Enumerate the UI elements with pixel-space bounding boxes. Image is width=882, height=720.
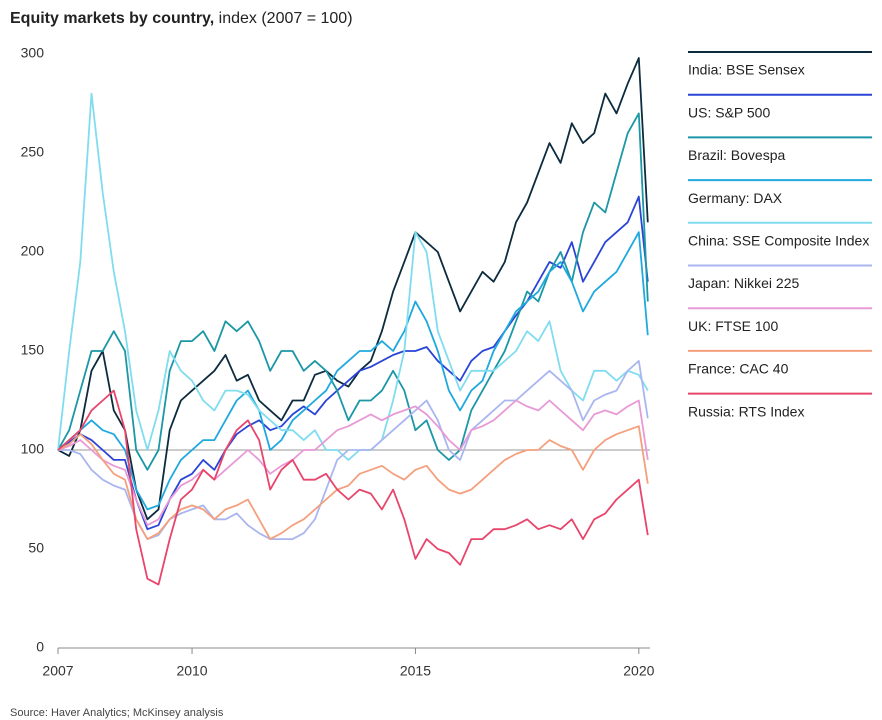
y-tick-label: 150 xyxy=(21,342,45,358)
y-tick-label: 200 xyxy=(21,243,45,259)
chart-title: Equity markets by country, xyxy=(10,10,214,27)
series-line xyxy=(57,389,649,586)
x-tick-label: 2007 xyxy=(42,663,73,679)
series-line xyxy=(57,195,649,531)
series-line xyxy=(57,57,649,521)
x-tick-label: 2010 xyxy=(176,663,207,679)
y-tick-label: 300 xyxy=(21,45,45,61)
series-line xyxy=(57,112,649,471)
series-line xyxy=(57,231,649,511)
y-tick-label: 100 xyxy=(21,441,45,457)
y-tick-label: 50 xyxy=(28,540,44,556)
series-line xyxy=(58,360,649,540)
chart-heading: Equity markets by country, index (2007 =… xyxy=(10,10,353,27)
legend-label: France: CAC 40 xyxy=(688,361,789,377)
legend-label: China: SSE Composite Index xyxy=(688,233,869,249)
y-tick-label: 0 xyxy=(36,639,44,655)
source: Source: Haver Analytics; McKinsey analys… xyxy=(10,707,224,719)
series-line xyxy=(57,399,649,527)
x-tick-label: 2020 xyxy=(623,663,654,679)
y-tick-label: 250 xyxy=(21,144,45,160)
legend-label: UK: FTSE 100 xyxy=(688,318,778,334)
series-line xyxy=(57,92,649,461)
chart-subtitle: index (2007 = 100) xyxy=(219,10,353,27)
x-tick-label: 2015 xyxy=(400,663,431,679)
legend-label: Japan: Nikkei 225 xyxy=(688,275,800,291)
series-line xyxy=(57,425,649,540)
legend-label: India: BSE Sensex xyxy=(688,62,805,78)
legend-label: US: S&P 500 xyxy=(688,104,770,120)
legend-label: Germany: DAX xyxy=(688,190,783,206)
legend-label: Brazil: Bovespa xyxy=(688,147,785,163)
legend-label: Russia: RTS Index xyxy=(688,403,804,419)
